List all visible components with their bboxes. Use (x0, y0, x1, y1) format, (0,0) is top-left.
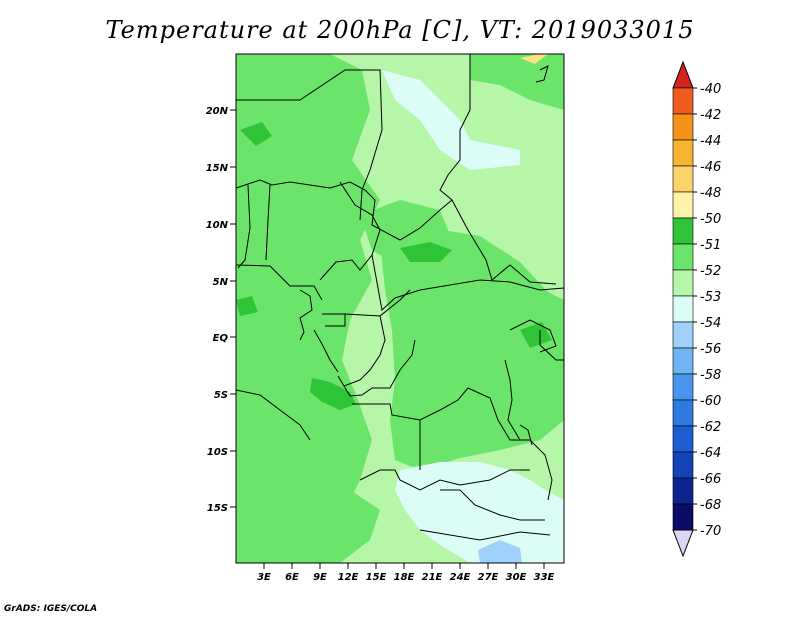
colorbar-segment (672, 451, 694, 479)
colorbar-segment (672, 165, 694, 193)
colorbar-label: -42 (700, 108, 721, 123)
colorbar-top-triangle (672, 60, 694, 89)
lon-ticks (263, 563, 545, 569)
colorbar-segment (672, 243, 694, 271)
fill-band-dark-green-4 (236, 296, 258, 316)
contour-fills (236, 54, 564, 563)
lat-label-15s: 15S (207, 503, 228, 514)
lat-label-20n: 20N (206, 106, 229, 117)
fill-band-dark-green-3 (240, 122, 272, 146)
grads-credit: GrADS: IGES/COLA (4, 604, 98, 614)
colorbar-segment (672, 503, 694, 531)
lon-label-6e: 6E (285, 572, 299, 583)
colorbar-label: -52 (700, 264, 721, 279)
map-frame (235, 53, 565, 564)
colorbar-segment (672, 113, 694, 141)
colorbar-label: -51 (700, 238, 721, 253)
lon-label-30e: 30E (506, 572, 527, 583)
colorbar: -40 -42 -44 -46 -48 -50 -51 -52 -53 -54 -56 -58 -60 -… (672, 60, 721, 558)
fill-band-light-blue (478, 540, 522, 563)
country-borders (236, 54, 564, 541)
colorbar-label: -64 (700, 446, 721, 461)
colorbar-segment (672, 191, 694, 219)
lat-ticks (230, 109, 236, 508)
lat-label-10s: 10S (207, 447, 228, 458)
colorbar-segment (672, 217, 694, 245)
lat-label-eq: EQ (213, 333, 229, 344)
lon-label-21e: 21E (422, 572, 443, 583)
lon-labels: 3E 6E 9E 12E 15E 18E 21E 24E 27E 30E 33E (257, 572, 554, 583)
colorbar-bottom-triangle (672, 529, 694, 558)
lon-label-12e: 12E (338, 572, 359, 583)
colorbar-label: -62 (700, 420, 721, 435)
colorbar-segment (672, 295, 694, 323)
fill-band-medium-green-southwest (236, 480, 380, 563)
colorbar-label: -70 (700, 524, 721, 539)
colorbar-segments (672, 87, 694, 531)
lat-label-5n: 5N (213, 277, 229, 288)
colorbar-segment (672, 321, 694, 349)
colorbar-label: -60 (700, 394, 721, 409)
colorbar-segment (672, 347, 694, 375)
colorbar-label: -54 (700, 316, 721, 331)
colorbar-segment (672, 399, 694, 427)
colorbar-label: -56 (700, 342, 721, 357)
lon-label-3e: 3E (257, 572, 271, 583)
lon-label-24e: 24E (450, 572, 471, 583)
fill-band-dark-green-2 (400, 242, 452, 262)
colorbar-segment (672, 269, 694, 297)
colorbar-label: -50 (700, 212, 721, 227)
fill-band-medium-green-west (236, 54, 380, 560)
colorbar-label: -66 (700, 472, 721, 487)
colorbar-segment (672, 373, 694, 401)
lon-label-9e: 9E (313, 572, 327, 583)
colorbar-label: -53 (700, 290, 721, 305)
colorbar-label: -68 (700, 498, 721, 513)
fill-band-yellow (520, 54, 548, 64)
colorbar-label: -40 (700, 82, 721, 97)
lon-label-33e: 33E (534, 572, 555, 583)
colorbar-segment (672, 87, 694, 115)
fill-band-dark-green-5 (520, 322, 552, 348)
fill-band-dark-green-1 (310, 378, 356, 410)
lon-label-18e: 18E (394, 572, 415, 583)
colorbar-segment (672, 477, 694, 505)
fill-band-medium-green-east (470, 54, 564, 110)
lat-labels: 20N 15N 10N 5N EQ 5S 10S 15S (206, 106, 229, 514)
lat-label-10n: 10N (206, 220, 229, 231)
fill-band-pale-cyan-northeast (382, 70, 520, 170)
colorbar-label: -44 (700, 134, 721, 149)
lon-label-15e: 15E (366, 572, 387, 583)
colorbar-label: -48 (700, 186, 721, 201)
chart-title: Temperature at 200hPa [C], VT: 201903301… (105, 16, 695, 44)
lat-label-5s: 5S (214, 390, 228, 401)
lon-label-27e: 27E (478, 572, 499, 583)
colorbar-segment (672, 139, 694, 167)
colorbar-label: -46 (700, 160, 721, 175)
colorbar-labels: -40 -42 -44 -46 -48 -50 -51 -52 -53 -54 -56 -58 -60 -… (693, 82, 721, 539)
fill-band-pale-cyan-south (395, 462, 564, 563)
lat-label-15n: 15N (206, 163, 229, 174)
colorbar-label: -58 (700, 368, 721, 383)
colorbar-segment (672, 425, 694, 453)
